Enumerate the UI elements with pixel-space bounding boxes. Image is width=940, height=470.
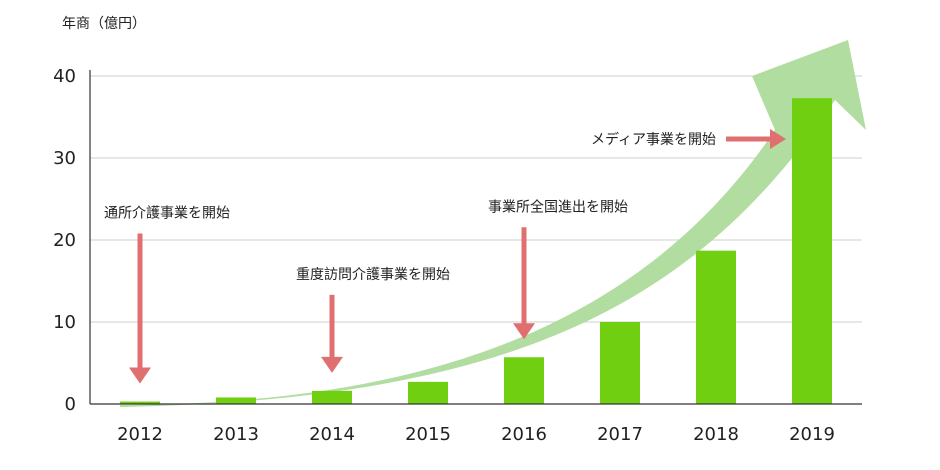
x-tick-label-2015: 2015: [405, 424, 451, 445]
x-tick-label-2017: 2017: [597, 424, 643, 445]
annotation-arrowhead-2012: [129, 367, 151, 384]
bar-2017: [600, 322, 640, 404]
bar-2019: [792, 98, 832, 404]
y-tick-label-10: 10: [53, 312, 76, 333]
bar-2012: [120, 401, 160, 404]
x-tick-label-2019: 2019: [789, 424, 835, 445]
bar-2015: [408, 381, 448, 404]
growth-trend-arrow: [120, 40, 866, 407]
bar-2013: [216, 397, 256, 404]
annotation-label-2014: 重度訪問介護事業を開始: [296, 267, 450, 283]
annotation-label-2019: メディア事業を開始: [591, 131, 716, 148]
axes: 0 10 20 30 40 2012 2013 2014 2015 2016 2017 2018 201…: [53, 66, 862, 445]
y-tick-label-30: 30: [53, 148, 76, 169]
annotation-arrowhead-2019: [770, 129, 786, 149]
annotation-label-2012: 通所介護事業を開始: [104, 206, 230, 222]
bar-2018: [696, 250, 736, 404]
x-tick-label-2013: 2013: [213, 424, 259, 445]
x-tick-label-2014: 2014: [309, 424, 355, 445]
annotation-arrowhead-2016: [513, 323, 535, 340]
bar-2016: [504, 357, 544, 404]
annotation-label-2016: 事業所全国進出を開始: [488, 198, 628, 215]
annotation-arrowhead-2014: [321, 356, 343, 373]
x-tick-label-2016: 2016: [501, 424, 547, 445]
y-tick-label-20: 20: [53, 230, 76, 251]
bar-2014: [312, 390, 352, 404]
bars: [120, 98, 832, 404]
y-tick-label-0: 0: [65, 394, 76, 415]
trend-arrow-shape: [120, 40, 866, 407]
x-tick-label-2012: 2012: [117, 424, 163, 445]
y-tick-label-40: 40: [53, 66, 76, 87]
x-tick-label-2018: 2018: [693, 424, 739, 445]
y-axis-label: 年商（億円）: [62, 16, 146, 32]
